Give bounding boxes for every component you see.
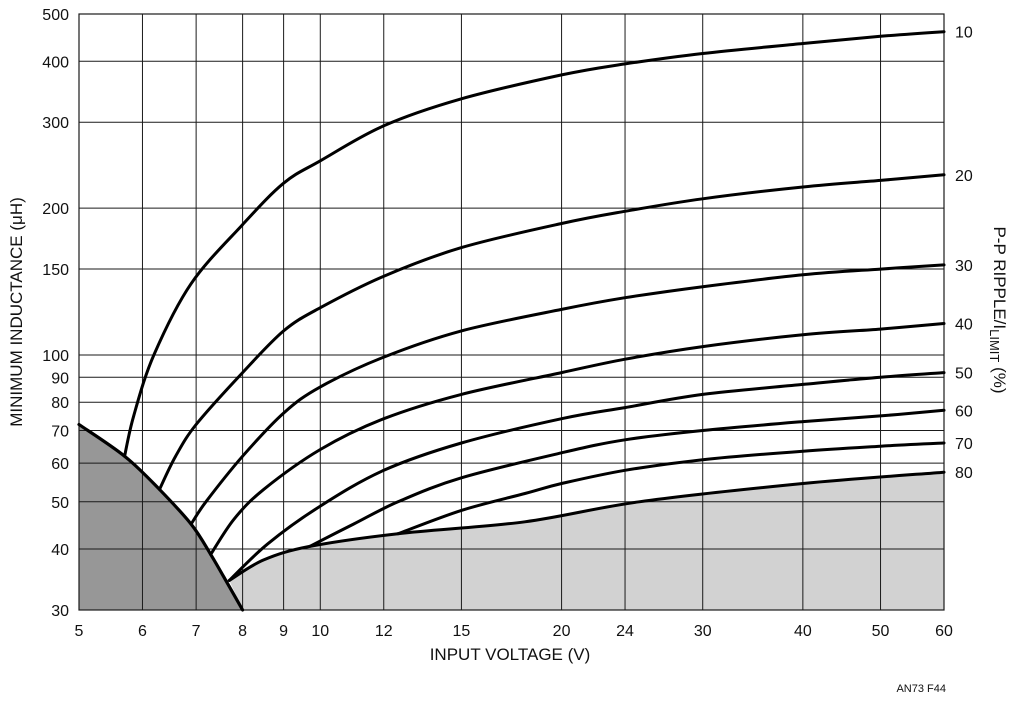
series-line-80 [227, 470, 946, 582]
ripple-label: 30 [955, 258, 973, 275]
x-tick-label: 30 [694, 623, 712, 640]
series-line-40 [209, 322, 946, 556]
x-tick-label: 12 [375, 623, 393, 640]
ripple-label: 60 [955, 403, 973, 420]
y-tick-label: 40 [51, 542, 69, 559]
series-line-50 [227, 371, 946, 582]
x-axis-title: INPUT VOLTAGE (V) [430, 645, 591, 664]
ripple-label: 80 [955, 465, 973, 482]
ripple-label: 10 [955, 25, 973, 42]
light-region [229, 472, 945, 610]
y-tick-label: 50 [51, 495, 69, 512]
series-line-20 [158, 173, 946, 491]
x-tick-label: 10 [311, 623, 329, 640]
x-tick-label: 50 [872, 623, 890, 640]
y-tick-label: 30 [51, 603, 69, 620]
y-tick-label: 80 [51, 395, 69, 412]
dark-region [79, 424, 243, 610]
plot-frame [78, 13, 945, 611]
x-tick-label: 7 [192, 623, 201, 640]
y-axis-title: MINIMUM INDUCTANCE (μH) [7, 197, 26, 427]
ripple-label: 70 [955, 436, 973, 453]
x-tick-label: 9 [279, 623, 288, 640]
figure-code: AN73 F44 [896, 683, 946, 695]
shaded-regions [79, 424, 945, 610]
series-line-30 [189, 263, 946, 526]
y-tick-label: 300 [42, 115, 69, 132]
y2-axis-title-sub: LIMIT [987, 329, 1002, 362]
y-tick-label: 90 [51, 370, 69, 387]
x-tick-label: 15 [453, 623, 471, 640]
series-lines [77, 30, 946, 612]
x-tick-label: 20 [553, 623, 571, 640]
x-tick-label: 40 [794, 623, 812, 640]
y-tick-label: 200 [42, 201, 69, 218]
y-tick-label: 60 [51, 456, 69, 473]
y-tick-label: 70 [51, 424, 69, 441]
y2-axis-title-end: (%) [990, 362, 1009, 393]
y-tick-labels: 30 40 50 60 70 80 90 100 150 200 300 400 500 [42, 7, 69, 620]
y-tick-label: 400 [42, 54, 69, 71]
x-tick-label: 8 [238, 623, 247, 640]
ripple-label: 50 [955, 366, 973, 383]
x-tick-labels: 5 6 7 8 9 10 12 15 20 24 30 40 50 60 [75, 623, 953, 640]
x-tick-label: 60 [935, 623, 953, 640]
y2-axis-title: P-P RIPPLE/ILIMIT (%) [987, 226, 1009, 393]
x-tick-label: 24 [616, 623, 634, 640]
x-tick-label: 5 [75, 623, 84, 640]
ripple-labels: 10 20 30 40 50 60 70 80 [955, 25, 973, 483]
ripple-label: 20 [955, 168, 973, 185]
y-tick-label: 100 [42, 348, 69, 365]
y2-axis-title-main: P-P RIPPLE/I [990, 226, 1009, 329]
series-line-60 [308, 408, 946, 548]
x-tick-label: 6 [138, 623, 147, 640]
series-line-70 [396, 441, 946, 536]
y-tick-label: 150 [42, 262, 69, 279]
ripple-label: 40 [955, 317, 973, 334]
series-line-10 [123, 30, 946, 458]
y-tick-label: 500 [42, 7, 69, 24]
